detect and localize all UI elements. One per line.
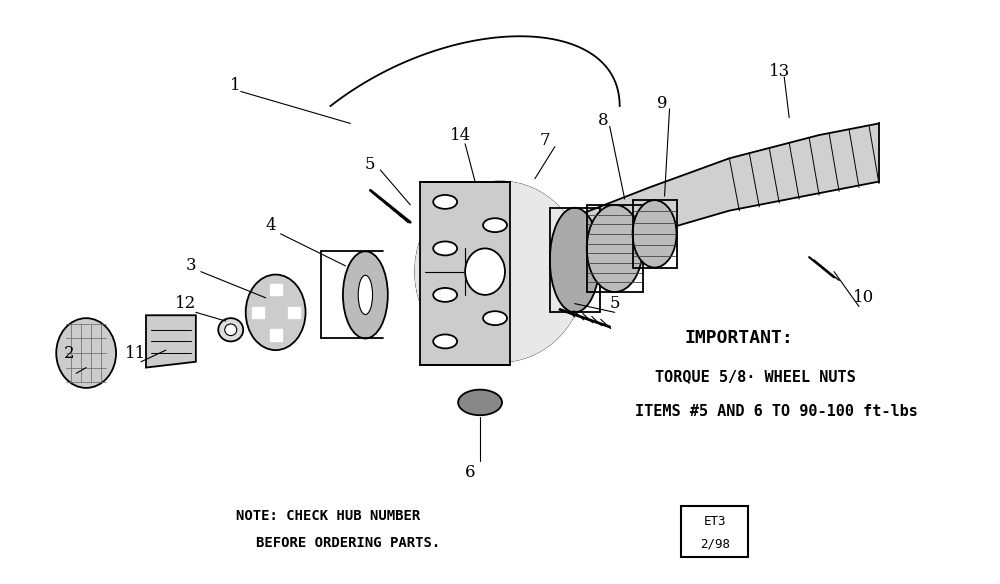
Bar	[252, 307, 264, 318]
Text: 9: 9	[657, 95, 668, 112]
Text: 6: 6	[465, 464, 475, 481]
Text: 8: 8	[597, 112, 608, 129]
Text: 4: 4	[265, 217, 276, 234]
Text: IMPORTANT:: IMPORTANT:	[684, 329, 793, 347]
Bar	[270, 284, 282, 296]
Ellipse shape	[587, 205, 643, 292]
Ellipse shape	[633, 200, 677, 267]
Text: 13: 13	[769, 62, 790, 79]
Text: 1: 1	[230, 77, 241, 94]
Text: 14: 14	[449, 127, 471, 144]
Text: 11: 11	[125, 345, 147, 361]
Polygon shape	[420, 182, 510, 364]
Ellipse shape	[343, 251, 388, 339]
Text: BEFORE ORDERING PARTS.: BEFORE ORDERING PARTS.	[256, 536, 440, 550]
Circle shape	[433, 288, 457, 302]
Text: 10: 10	[853, 289, 875, 307]
Ellipse shape	[465, 248, 505, 295]
Ellipse shape	[246, 274, 306, 350]
Ellipse shape	[415, 182, 585, 361]
Ellipse shape	[550, 208, 600, 312]
Ellipse shape	[225, 324, 237, 336]
Bar	[270, 329, 282, 341]
Text: NOTE: CHECK HUB NUMBER: NOTE: CHECK HUB NUMBER	[236, 509, 420, 523]
Circle shape	[483, 311, 507, 325]
Circle shape	[458, 390, 502, 415]
Text: 2/98: 2/98	[700, 538, 730, 551]
Text: 3: 3	[186, 258, 196, 274]
Text: 5: 5	[609, 295, 620, 312]
Polygon shape	[146, 315, 196, 367]
Circle shape	[433, 241, 457, 255]
Ellipse shape	[358, 275, 373, 315]
Polygon shape	[480, 123, 879, 292]
Text: TORQUE 5/8· WHEEL NUTS: TORQUE 5/8· WHEEL NUTS	[655, 369, 855, 384]
Text: 12: 12	[175, 295, 196, 312]
FancyBboxPatch shape	[681, 506, 748, 557]
Text: ET3: ET3	[704, 515, 726, 529]
Circle shape	[433, 195, 457, 209]
Text: 2: 2	[64, 345, 75, 361]
Circle shape	[433, 335, 457, 349]
Ellipse shape	[56, 318, 116, 388]
Bar	[288, 307, 300, 318]
Text: 7: 7	[540, 133, 550, 150]
Ellipse shape	[218, 318, 243, 342]
Text: ITEMS #5 AND 6 TO 90-100 ft-lbs: ITEMS #5 AND 6 TO 90-100 ft-lbs	[635, 404, 918, 419]
Circle shape	[483, 218, 507, 232]
Text: 5: 5	[365, 155, 376, 173]
